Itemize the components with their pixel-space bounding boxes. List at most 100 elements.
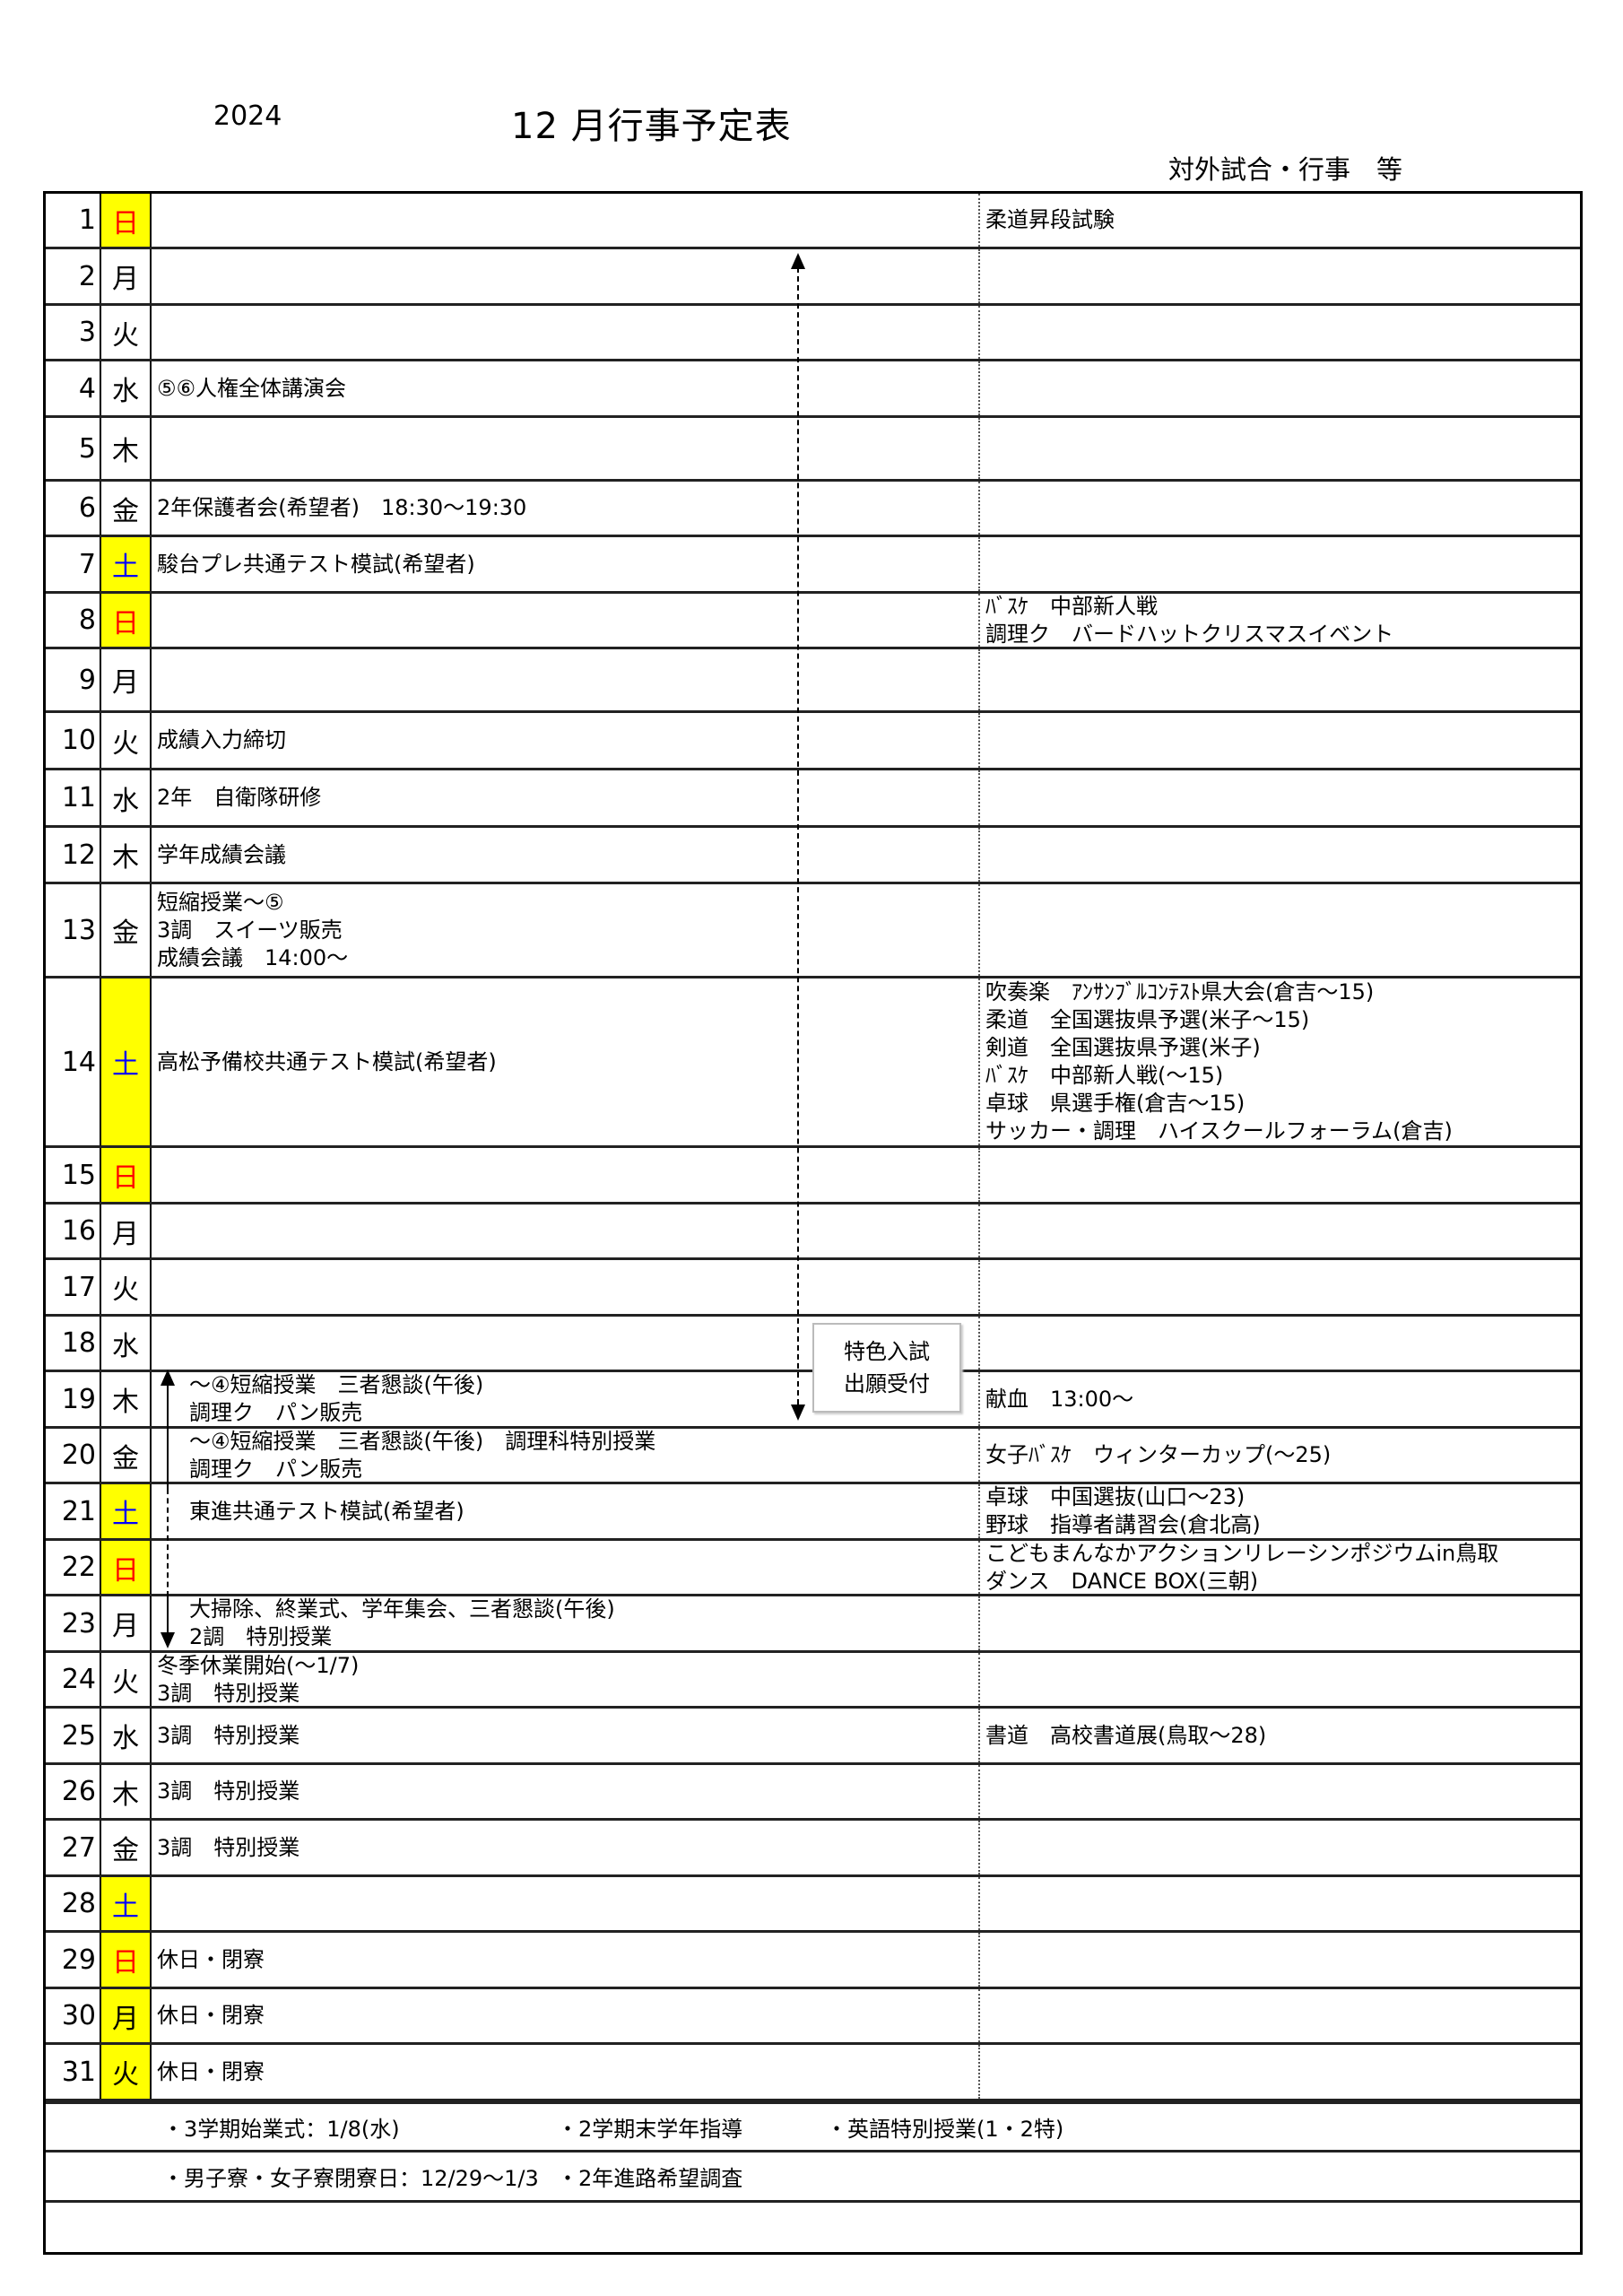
- table-row: 22 日 こどもまんなかアクションリレーシンポジウムin鳥取 ダンス DANCE BO…: [46, 1541, 1580, 1596]
- note-item: ・男子寮・女子寮閉寮日：12/29〜1/3: [162, 2166, 539, 2191]
- table-row: 21 土 東進共通テスト模試(希望者) 卓球 中国選抜(山口〜23) 野球 指導者講習会…: [46, 1484, 1580, 1541]
- school-events-cell: 〜④短縮授業 三者懇談(午後) 調理科特別授業 調理ク パン販売: [152, 1429, 980, 1482]
- day-number: 24: [46, 1653, 101, 1706]
- external-events-cell: こどもまんなかアクションリレーシンポジウムin鳥取 ダンス DANCE BOX(三…: [980, 1541, 1580, 1594]
- weekday: 金: [101, 884, 152, 976]
- external-events-cell: [980, 1260, 1580, 1314]
- table-row: 20 金〜④短縮授業 三者懇談(午後) 調理科特別授業 調理ク パン販売 女子ﾊﾞｽｹ…: [46, 1429, 1580, 1484]
- schedule-table: 1 日柔道昇段試験 2 月 3 火 4 水 ⑤⑥人権全体講演会 5 木 6 金 2年保護者会(希望者) 1…: [43, 191, 1583, 2255]
- day-number: 11: [46, 770, 101, 825]
- school-events-cell: [152, 1877, 980, 1930]
- event-line: 卓球 県選手権(倉吉〜15): [985, 1091, 1245, 1116]
- school-events-cell: [152, 594, 980, 647]
- weekday: 木: [101, 1765, 152, 1818]
- external-events-cell: [980, 1989, 1580, 2042]
- school-events-cell: [152, 306, 980, 359]
- school-events-cell: 2年 自衛隊研修: [152, 770, 980, 825]
- event-line: ﾊﾞｽｹ 中部新人戦(〜15): [985, 1063, 1224, 1088]
- weekday: 日: [101, 194, 152, 247]
- weekday: 土: [101, 1484, 152, 1538]
- day-number: 6: [46, 482, 101, 535]
- external-events-cell: 献血 13:00〜: [980, 1372, 1580, 1426]
- day-number: 26: [46, 1765, 101, 1818]
- table-row: 11 水 2年 自衛隊研修: [46, 770, 1580, 828]
- day-number: 25: [46, 1709, 101, 1762]
- event-line: ダンス DANCE BOX(三朝): [985, 1568, 1259, 1594]
- school-events-cell: [152, 1317, 980, 1370]
- weekday: 木: [101, 828, 152, 882]
- table-row: 23 月大掃除、終業式、学年集会、三者懇談(午後) 2調 特別授業: [46, 1596, 1580, 1653]
- weekday: 火: [101, 1260, 152, 1314]
- school-events-cell: [152, 1260, 980, 1314]
- day-number: 4: [46, 361, 101, 415]
- weekday: 月: [101, 1989, 152, 2042]
- school-events-cell: [152, 249, 980, 303]
- day-number: 9: [46, 649, 101, 710]
- weekday: 日: [101, 1148, 152, 1202]
- school-events-cell: 成績入力締切: [152, 713, 980, 768]
- external-events-cell: [980, 1205, 1580, 1257]
- external-events-cell: [980, 713, 1580, 768]
- external-events-cell: 卓球 中国選抜(山口〜23) 野球 指導者講習会(倉北高): [980, 1484, 1580, 1538]
- weekday: 火: [101, 2045, 152, 2099]
- event-line: 成績会議 14:00〜: [157, 944, 349, 970]
- event-line: 卓球 中国選抜(山口〜23): [985, 1484, 1245, 1509]
- school-events-cell: 高松予備校共通テスト模試(希望者): [152, 978, 980, 1145]
- event-line: 駿台プレ共通テスト模試(希望者): [157, 551, 475, 577]
- weekday: 土: [101, 1877, 152, 1930]
- weekday: 金: [101, 1821, 152, 1874]
- table-row: 16 月: [46, 1205, 1580, 1260]
- school-events-cell: [152, 1541, 980, 1594]
- external-events-cell: [980, 537, 1580, 591]
- external-events-cell: 吹奏楽 ｱﾝｻﾝﾌﾞﾙｺﾝﾃｽﾄ県大会(倉吉〜15) 柔道 全国選抜県予選(米子〜…: [980, 978, 1580, 1145]
- school-events-cell: 2年保護者会(希望者) 18:30〜19:30: [152, 482, 980, 535]
- external-events-cell: [980, 1877, 1580, 1930]
- school-events-cell: 東進共通テスト模試(希望者): [152, 1484, 980, 1538]
- school-events-cell: [152, 1205, 980, 1257]
- school-events-cell: 休日・閉寮: [152, 2045, 980, 2099]
- right-column-heading: 対外試合・行事 等: [1168, 154, 1403, 185]
- school-events-cell: 学年成績会議: [152, 828, 980, 882]
- table-row: 15 日: [46, 1148, 1580, 1205]
- day-number: 23: [46, 1596, 101, 1650]
- school-events-cell: [152, 649, 980, 710]
- notes-row: ・3学期始業式：1/8(水) ・2学期末学年指導 ・英語特別授業(1・2特): [46, 2101, 1580, 2152]
- day-number: 31: [46, 2045, 101, 2099]
- range-line: [797, 267, 799, 1405]
- external-events-cell: [980, 418, 1580, 479]
- table-row: 31 火休日・閉寮: [46, 2045, 1580, 2101]
- school-events-cell: 駿台プレ共通テスト模試(希望者): [152, 537, 980, 591]
- event-line: 調理ク バードハットクリスマスイベント: [985, 621, 1394, 647]
- weekday: 水: [101, 770, 152, 825]
- external-events-cell: 女子ﾊﾞｽｹ ウィンターカップ(〜25): [980, 1429, 1580, 1482]
- day-number: 17: [46, 1260, 101, 1314]
- table-row: 7 土駿台プレ共通テスト模試(希望者): [46, 537, 1580, 594]
- day-number: 12: [46, 828, 101, 882]
- day-number: 15: [46, 1148, 101, 1202]
- event-line: 休日・閉寮: [157, 2003, 265, 2028]
- external-events-cell: [980, 770, 1580, 825]
- day-number: 7: [46, 537, 101, 591]
- school-events-cell: 冬季休業開始(〜1/7) 3調 特別授業: [152, 1653, 980, 1706]
- weekday: 土: [101, 978, 152, 1145]
- event-line: 調理ク パン販売: [189, 1400, 363, 1425]
- day-number: 13: [46, 884, 101, 976]
- event-line: ﾊﾞｽｹ 中部新人戦: [985, 593, 1158, 619]
- table-row: 28 土: [46, 1877, 1580, 1933]
- external-events-cell: [980, 649, 1580, 710]
- weekday: 日: [101, 1541, 152, 1594]
- table-row: 29 日休日・閉寮: [46, 1933, 1580, 1989]
- school-events-cell: 短縮授業〜⑤ 3調 スイーツ販売 成績会議 14:00〜: [152, 884, 980, 976]
- range-arrow-down-icon: [161, 1632, 175, 1648]
- note-item: ・英語特別授業(1・2特): [826, 2117, 1064, 2142]
- weekday: 火: [101, 1653, 152, 1706]
- external-events-cell: [980, 1317, 1580, 1370]
- external-events-cell: [980, 249, 1580, 303]
- weekday: 水: [101, 1709, 152, 1762]
- event-line: 短縮授業〜⑤: [157, 889, 284, 915]
- event-line: 献血 13:00〜: [985, 1386, 1134, 1412]
- day-number: 19: [46, 1372, 101, 1426]
- notes-row: [46, 2203, 1580, 2252]
